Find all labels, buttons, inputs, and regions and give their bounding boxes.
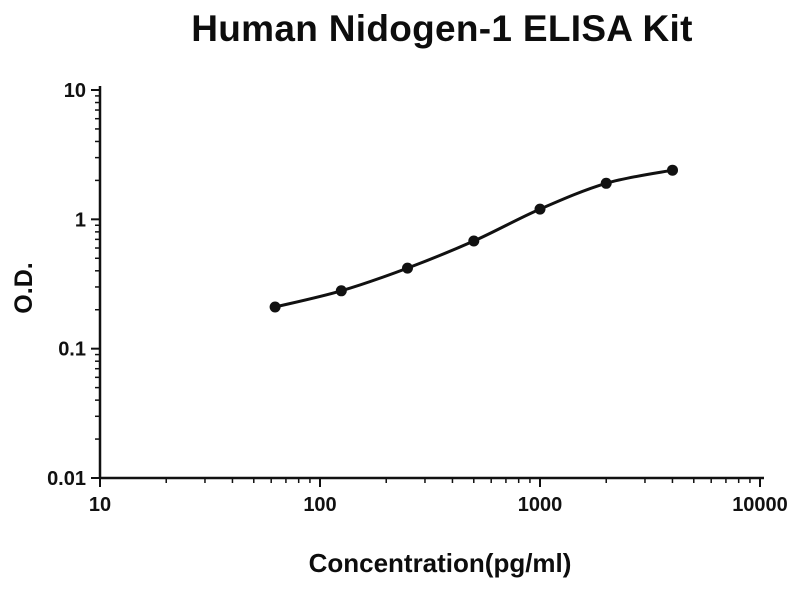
x-tick-label: 1000 — [518, 494, 563, 516]
data-point — [468, 235, 480, 247]
y-tick-label: 0.1 — [58, 339, 86, 361]
data-point — [667, 164, 678, 176]
x-tick-label: 100 — [303, 494, 336, 516]
x-tick-label: 10 — [89, 494, 111, 516]
data-point — [600, 177, 612, 189]
y-tick-label: 10 — [64, 80, 86, 102]
data-point — [335, 285, 347, 297]
y-tick-label: 0.01 — [47, 468, 86, 490]
data-point — [402, 262, 413, 274]
x-tick-label: 10000 — [732, 494, 788, 516]
chart-title: Human Nidogen-1 ELISA Kit — [191, 8, 693, 49]
x-axis-label: Concentration(pg/ml) — [308, 548, 572, 578]
y-tick-label: 1 — [75, 209, 86, 231]
data-point — [534, 203, 546, 215]
data-point — [269, 301, 281, 313]
